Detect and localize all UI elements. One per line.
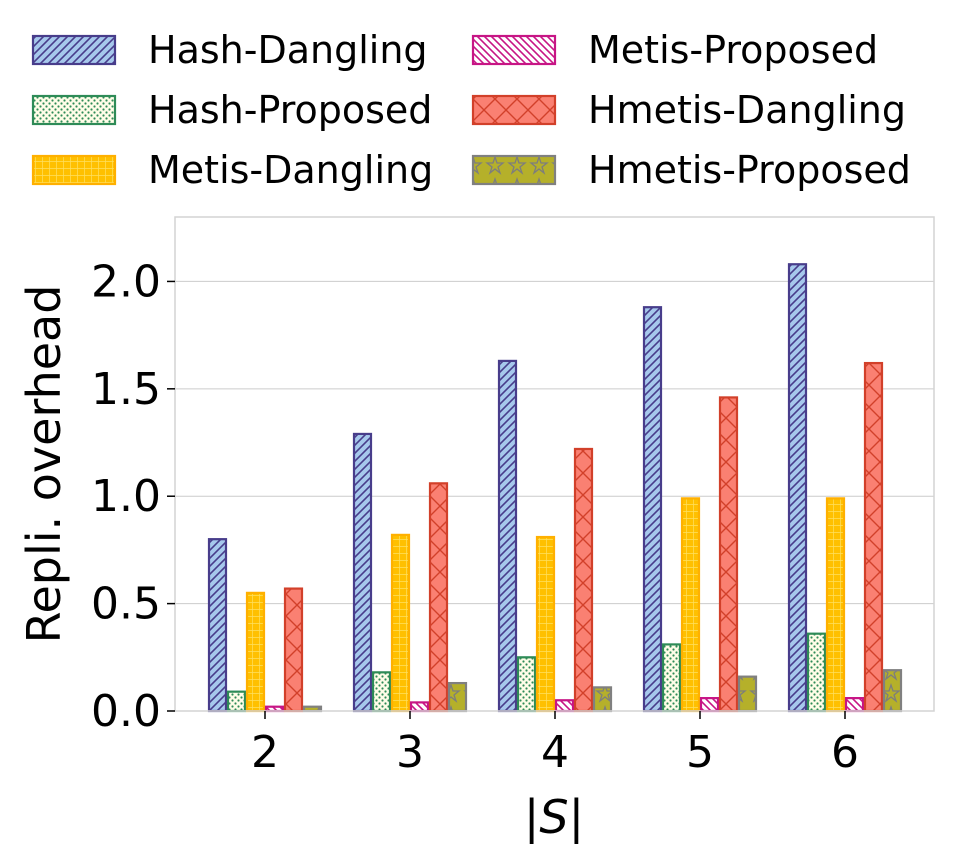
legend-label: Hmetis-Dangling — [588, 88, 906, 132]
bar-hash-dangling-5 — [642, 306, 663, 713]
bar-metis-dangling-5 — [680, 497, 701, 713]
y-tick-label: 2.0 — [91, 256, 161, 307]
x-tick-label: 5 — [686, 727, 714, 778]
bar-hmetis-proposed-3 — [447, 681, 468, 713]
bar-hash-dangling-6 — [787, 263, 808, 713]
legend: Hash-Dangling Hash-Proposed Metis-Dangling… — [31, 28, 911, 192]
x-tick-label: 3 — [396, 727, 424, 778]
legend-label: Metis-Proposed — [588, 28, 878, 72]
legend-swatch — [471, 94, 557, 126]
bars — [207, 263, 903, 713]
legend-swatch — [471, 154, 557, 186]
y-axis-label: Repli. overhead — [17, 285, 71, 644]
bar-hash-proposed-2 — [226, 690, 247, 713]
bar-metis-dangling-6 — [825, 497, 846, 713]
x-tick-label: 4 — [541, 727, 569, 778]
bar-hash-proposed-5 — [661, 643, 682, 713]
bar-metis-proposed-3 — [409, 701, 430, 713]
bar-hash-proposed-3 — [371, 671, 392, 713]
bar-metis-dangling-2 — [245, 591, 266, 713]
legend-swatch — [31, 34, 117, 66]
x-tick-label: 2 — [251, 727, 279, 778]
bar-hmetis-proposed-6 — [882, 669, 903, 713]
bar-hash-proposed-4 — [516, 656, 537, 713]
bar-hash-dangling-2 — [207, 538, 228, 713]
legend-label: Hmetis-Proposed — [588, 148, 911, 192]
y-tick-label: 1.5 — [91, 364, 161, 415]
legend-item-hash-proposed: Hash-Proposed — [31, 88, 432, 132]
y-tick-label: 0.0 — [91, 686, 161, 737]
bar-metis-dangling-3 — [390, 533, 411, 713]
y-ticks: 0.0 0.5 1.0 1.5 2.0 — [91, 256, 175, 737]
x-axis-label: |S| — [524, 790, 584, 845]
legend-label: Metis-Dangling — [148, 148, 433, 192]
legend-item-metis-dangling: Metis-Dangling — [31, 148, 433, 192]
bar-metis-proposed-5 — [699, 697, 720, 713]
bar-hash-dangling-4 — [497, 359, 518, 713]
legend-item-hmetis-dangling: Hmetis-Dangling — [471, 88, 906, 132]
bar-hash-dangling-3 — [352, 432, 373, 713]
bar-hmetis-proposed-5 — [737, 675, 758, 713]
legend-swatch — [31, 154, 117, 186]
y-tick-label: 1.0 — [91, 471, 161, 522]
legend-item-metis-proposed: Metis-Proposed — [471, 28, 878, 72]
legend-label: Hash-Dangling — [148, 28, 428, 72]
x-ticks: 2 3 4 5 6 — [251, 711, 859, 778]
bar-metis-dangling-4 — [535, 535, 556, 713]
bar-hmetis-dangling-2 — [283, 587, 304, 713]
bar-hmetis-dangling-6 — [863, 361, 884, 713]
bar-hmetis-dangling-4 — [573, 447, 594, 713]
bar-hmetis-dangling-5 — [718, 396, 739, 713]
legend-item-hmetis-proposed: Hmetis-Proposed — [471, 148, 911, 192]
legend-swatch — [31, 94, 117, 126]
y-tick-label: 0.5 — [91, 579, 161, 630]
bar-metis-proposed-4 — [554, 699, 575, 713]
bar-hmetis-proposed-4 — [592, 686, 613, 713]
bar-hash-proposed-6 — [806, 632, 827, 713]
legend-label: Hash-Proposed — [148, 88, 432, 132]
legend-swatch — [471, 34, 557, 66]
legend-item-hash-dangling: Hash-Dangling — [31, 28, 428, 72]
x-tick-label: 6 — [831, 727, 859, 778]
bar-hmetis-dangling-3 — [428, 482, 449, 713]
bar-metis-proposed-6 — [844, 697, 865, 713]
